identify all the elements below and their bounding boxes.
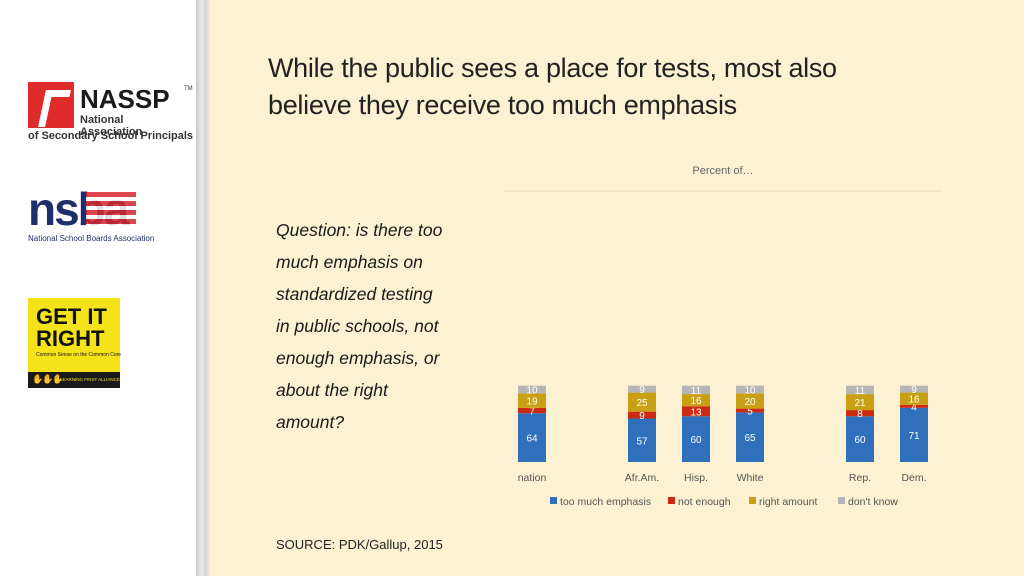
- source-note: SOURCE: PDK/Gallup, 2015: [276, 537, 443, 552]
- data-label: 11: [691, 386, 702, 397]
- data-label: 9: [639, 411, 645, 422]
- bar-dont-know: [736, 385, 764, 394]
- data-label: 21: [854, 398, 866, 409]
- data-label: 7: [529, 406, 535, 417]
- question-line: enough emphasis, or: [276, 348, 440, 368]
- get-it-right-band: ✋✋✋ LEARNING FIRST ALLIANCE: [28, 372, 120, 388]
- data-label: 20: [744, 397, 756, 408]
- nassp-logo-word: NASSP: [80, 84, 170, 114]
- get-it-right-logo: GET IT RIGHT Common Sense on the Common …: [28, 298, 122, 388]
- nsba-flag-icon: [86, 192, 136, 228]
- data-label: 65: [744, 433, 756, 444]
- bar-too-much-emphasis: [846, 416, 874, 462]
- question-line: standardized testing: [276, 284, 433, 304]
- x-tick-label: White: [737, 472, 764, 484]
- bar-dont-know: [628, 385, 656, 393]
- x-tick-label: nation: [518, 472, 547, 484]
- bar-right-amount: [846, 394, 874, 411]
- nassp-logo: NASSP TM National Association of Seconda…: [28, 80, 193, 146]
- bar-not-enough: [518, 407, 546, 414]
- legend-label-dont-know: don't know: [848, 496, 898, 508]
- nsba-logo: nsba National School Boards Association: [28, 183, 162, 250]
- x-tick-label: Afr.Am.: [625, 472, 659, 484]
- data-label: 11: [855, 386, 866, 397]
- data-label: 10: [526, 386, 538, 397]
- x-tick-label: Rep.: [849, 472, 871, 484]
- bar-dont-know: [518, 385, 546, 394]
- data-label: 10: [744, 386, 756, 397]
- question-line: about the right: [276, 380, 388, 400]
- nassp-trademark: TM: [184, 86, 193, 92]
- legend-label-too-much-emphasis: too much emphasis: [560, 496, 651, 508]
- get-it-right-line-1: GET IT: [36, 304, 107, 329]
- data-label: 8: [857, 409, 863, 420]
- question-line: in public schools, not: [276, 316, 439, 336]
- bar-dont-know: [846, 385, 874, 395]
- question-text: Question: is there too much emphasis on …: [276, 214, 476, 438]
- bar-right-amount: [736, 393, 764, 409]
- legend-label-not-enough: not enough: [678, 496, 731, 508]
- bar-right-amount: [628, 392, 656, 412]
- bar-not-enough: [682, 406, 710, 417]
- question-line: Question: is there too: [276, 220, 443, 240]
- data-label: 16: [690, 396, 702, 407]
- bar-not-enough: [846, 410, 874, 417]
- question-line: much emphasis on: [276, 252, 423, 272]
- slide-title-line-1: While the public sees a place for tests,…: [268, 53, 837, 83]
- bar-not-enough: [628, 411, 656, 419]
- legend-swatch-dont-know: [838, 497, 845, 504]
- bar-not-enough: [900, 404, 928, 408]
- people-icon: ✋✋✋: [32, 374, 64, 384]
- data-label: 13: [690, 407, 702, 418]
- legend-swatch-right-amount: [749, 497, 756, 504]
- nassp-mark-icon: [28, 82, 74, 128]
- chart-canvas: Percent of…6471910nation579259Afr.Am.601…: [504, 165, 942, 508]
- bar-right-amount: [518, 393, 546, 408]
- data-label: 64: [526, 434, 538, 445]
- data-label: 5: [747, 406, 753, 417]
- nassp-logo-subtitle-1: National Association: [80, 114, 143, 138]
- bar-dont-know: [900, 385, 928, 393]
- data-label: 9: [639, 385, 645, 396]
- bar-dont-know: [682, 385, 710, 395]
- nsba-logo-subtitle: National School Boards Association: [28, 234, 155, 243]
- get-it-right-subtitle: Common Sense on the Common Core: [36, 352, 122, 358]
- get-it-right-band-text: LEARNING FIRST ALLIANCE: [60, 377, 120, 382]
- logo-sidebar: NASSP TM National Association of Seconda…: [0, 0, 196, 576]
- bar-right-amount: [682, 394, 710, 407]
- bar-too-much-emphasis: [628, 418, 656, 462]
- bar-too-much-emphasis: [518, 413, 546, 462]
- slide-title: While the public sees a place for tests,…: [268, 50, 968, 124]
- legend-swatch-too-much-emphasis: [550, 497, 557, 504]
- legend-swatch-not-enough: [668, 497, 675, 504]
- chart-title: Percent of…: [692, 165, 753, 177]
- bar-not-enough: [736, 408, 764, 413]
- data-label: 71: [908, 431, 920, 442]
- data-label: 60: [690, 435, 702, 446]
- data-label: 9: [911, 385, 917, 396]
- data-label: 60: [854, 435, 866, 446]
- legend-label-right-amount: right amount: [759, 496, 817, 508]
- bar-too-much-emphasis: [682, 416, 710, 462]
- data-label: 4: [911, 402, 917, 413]
- sidebar-divider: [196, 0, 210, 576]
- stacked-bar-chart: Percent of… 64 7 19 10 nation 57 9 25 9 Afr.Am. 60 1…: [500, 150, 960, 520]
- data-label: 16: [908, 395, 920, 406]
- bar-too-much-emphasis: [900, 407, 928, 462]
- nassp-logo-subtitle-2: of Secondary School Principals: [28, 130, 194, 142]
- data-label: 19: [526, 397, 538, 408]
- x-tick-label: Hisp.: [684, 472, 708, 484]
- bar-right-amount: [900, 392, 928, 405]
- x-tick-label: Dem.: [901, 472, 926, 484]
- question-line: amount?: [276, 412, 345, 432]
- get-it-right-line-2: RIGHT: [36, 326, 105, 351]
- data-label: 57: [636, 436, 648, 447]
- slide-title-line-2: believe they receive too much emphasis: [268, 90, 737, 120]
- data-label: 25: [636, 398, 648, 409]
- bar-too-much-emphasis: [736, 412, 764, 462]
